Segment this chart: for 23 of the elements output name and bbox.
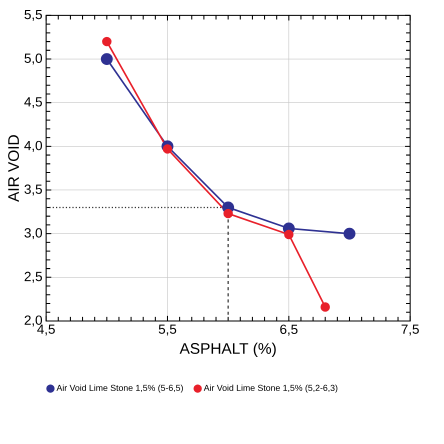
point (284, 230, 294, 240)
point (344, 228, 356, 240)
point (100, 53, 113, 65)
y-tick-label: 5,0 (24, 54, 42, 65)
point (223, 208, 233, 218)
point (320, 302, 330, 312)
y-tick-label: 2,0 (24, 315, 42, 326)
x-tick-label: 4,5 (37, 324, 55, 336)
y-tick-label: 3,0 (24, 228, 42, 240)
x-tick-label: 6,5 (280, 324, 298, 336)
y-tick-label: 3,5 (24, 184, 42, 196)
x-tick-label: 7,5 (402, 324, 419, 336)
y-axis-title: AIR VOID (8, 135, 19, 202)
y-tick-label: 4,5 (24, 97, 42, 108)
x-tick-label: 5,5 (158, 324, 176, 336)
point (162, 144, 172, 154)
y-tick-label: 4,0 (24, 140, 42, 152)
point (102, 36, 112, 46)
legend-label: Air Void Lime Stone 1,5% (5-6,5) (56, 384, 183, 393)
legend-label: Air Void Lime Stone 1,5% (5,2-6,3) (204, 384, 338, 393)
y-tick-label: 5,5 (24, 10, 42, 21)
x-axis-title: ASPHALT (%) (180, 342, 276, 357)
y-tick-label: 2,5 (24, 272, 42, 283)
